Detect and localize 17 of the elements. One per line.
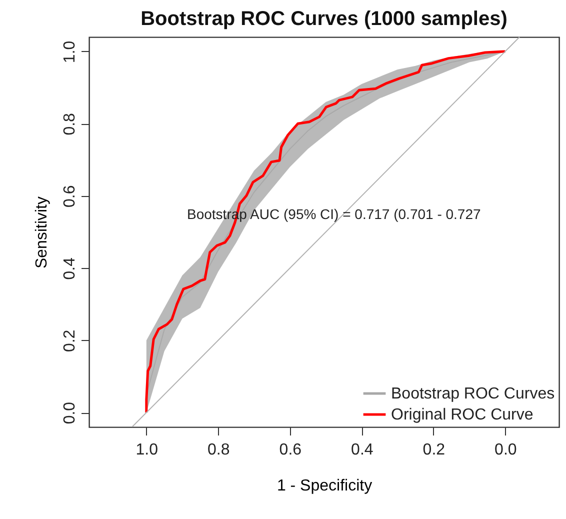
x-tick-label: 0.2 [422, 442, 446, 458]
x-tick-label: 0.8 [208, 442, 230, 458]
legend-label: Original ROC Curve [391, 406, 534, 424]
x-tick-label: 0.4 [351, 442, 374, 458]
chart-title: Bootstrap ROC Curves (1000 samples) [140, 8, 508, 30]
y-tick-label: 0.0 [62, 402, 78, 424]
y-tick-label: 0.8 [62, 112, 78, 136]
y-axis-title: Sensitivity [34, 196, 50, 269]
x-tick-label: 0.6 [279, 442, 302, 458]
y-tick-label: 0.4 [62, 257, 78, 280]
y-tick-label: 0.6 [62, 185, 78, 208]
x-axis-title: 1 - Specificity [276, 478, 372, 494]
x-tick-label: 0.0 [494, 442, 517, 458]
x-tick-label: 1.0 [136, 442, 158, 458]
y-tick-label: 1.0 [62, 40, 78, 64]
y-tick-label: 0.2 [62, 330, 78, 352]
legend-label: Bootstrap ROC Curves [391, 386, 555, 402]
